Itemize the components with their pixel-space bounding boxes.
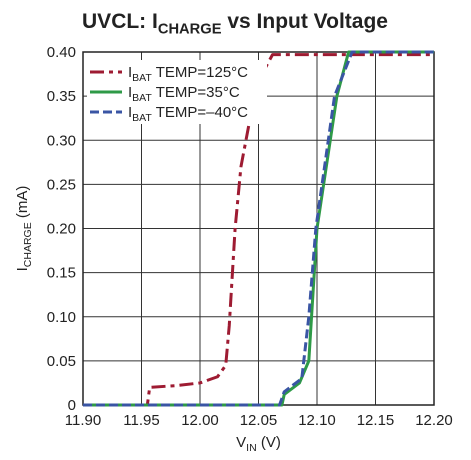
x-tick-label: 12.20 — [415, 412, 453, 429]
y-axis-label: ICHARGE (mA) — [14, 186, 34, 272]
y-axis-label-part: CHARGE — [22, 222, 34, 267]
x-tick-label: 12.15 — [357, 412, 395, 429]
legend-label-part: TEMP=–40°C — [152, 104, 248, 121]
x-axis-label-part: IN — [246, 442, 257, 454]
legend-label: IBAT TEMP=–40°C — [128, 104, 248, 124]
legend-label-part: BAT — [132, 92, 152, 104]
y-tick-label: 0.35 — [47, 88, 76, 105]
y-tick-label: 0.05 — [47, 353, 76, 370]
y-axis-label-part: I — [14, 267, 31, 271]
y-tick-label: 0 — [68, 397, 76, 414]
x-tick-label: 12.10 — [298, 412, 336, 429]
x-tick-label: 11.90 — [65, 412, 101, 429]
legend-label-part: TEMP=125°C — [152, 64, 248, 81]
legend-label-part: I — [128, 104, 132, 121]
y-tick-label: 0.25 — [47, 176, 76, 193]
y-axis-label-part: (mA) — [14, 186, 31, 223]
y-tick-label: 0.15 — [47, 265, 76, 282]
legend-label: IBAT TEMP=125°C — [128, 64, 248, 84]
x-tick-label: 12.00 — [181, 412, 219, 429]
chart-title-part: vs Input Voltage — [222, 10, 388, 33]
x-axis-label-part: V — [236, 434, 246, 451]
legend-label-part: BAT — [132, 72, 152, 84]
x-axis-label: VIN (V) — [236, 434, 281, 454]
y-tick-label: 0.40 — [47, 44, 76, 61]
x-tick-label: 11.95 — [123, 412, 159, 429]
legend-label-part: BAT — [132, 112, 152, 124]
chart-title-part: CHARGE — [158, 21, 222, 37]
series-line — [83, 53, 434, 407]
x-axis-label-part: (V) — [257, 434, 281, 451]
chart-title: UVCL: ICHARGE vs Input Voltage — [82, 10, 388, 37]
legend-label-part: I — [128, 84, 132, 101]
chart-title-part: UVCL: I — [82, 10, 158, 33]
y-tick-label: 0.30 — [47, 132, 76, 149]
legend-label: IBAT TEMP=35°C — [128, 84, 240, 104]
x-tick-label: 12.05 — [240, 412, 278, 429]
series-line — [83, 50, 434, 407]
y-tick-label: 0.10 — [47, 309, 76, 326]
legend-label-part: I — [128, 64, 132, 81]
y-tick-label: 0.20 — [47, 221, 76, 238]
legend-label-part: TEMP=35°C — [152, 84, 240, 101]
